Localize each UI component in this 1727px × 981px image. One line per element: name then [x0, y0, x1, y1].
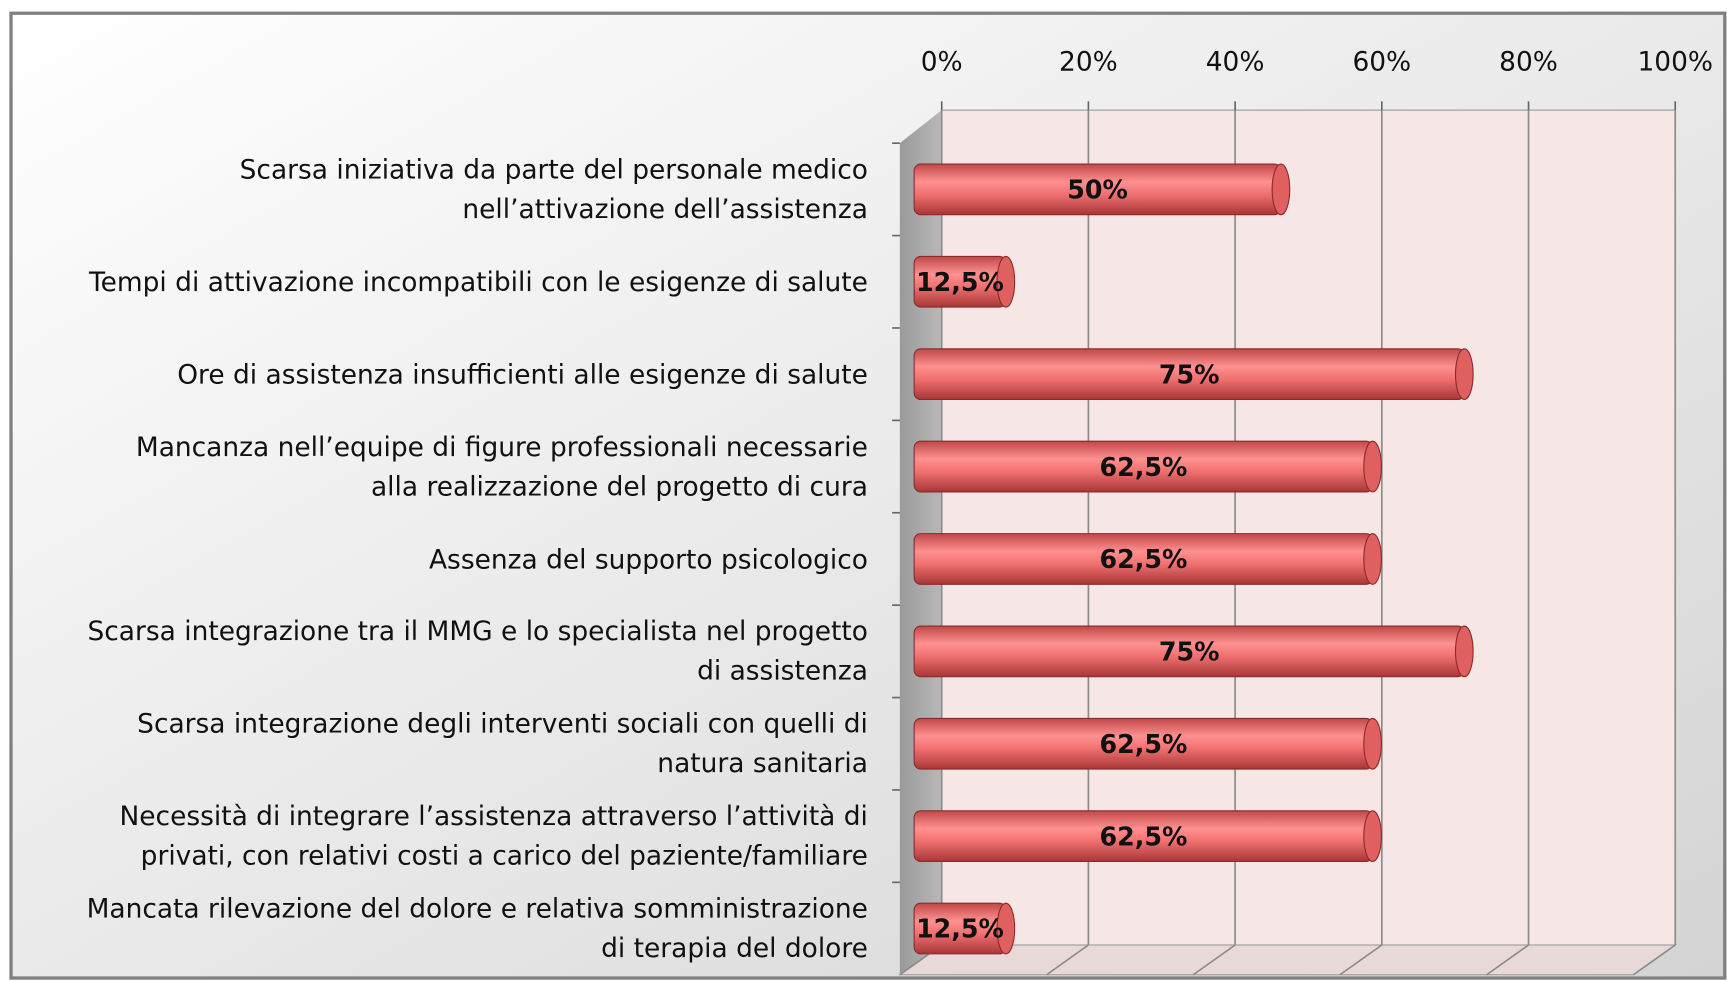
- category-label: Scarsa iniziativa da parte del personale…: [239, 154, 868, 225]
- value-label: 75%: [1159, 359, 1220, 389]
- bar-cap: [1454, 625, 1474, 678]
- floor-grid-line: [1632, 944, 1676, 976]
- category-label-box: Mancanza nell’equipe di figure professio…: [135, 431, 868, 502]
- floor-grid-line: [1486, 944, 1530, 976]
- x-tick-label: 80%: [1499, 46, 1558, 77]
- value-label: 12,5%: [916, 914, 1004, 944]
- category-label: Tempi di attivazione incompatibili con l…: [88, 266, 868, 298]
- bar-cap: [996, 902, 1016, 955]
- floor-grid-line: [1339, 944, 1383, 976]
- value-label: 75%: [1159, 637, 1220, 667]
- x-tick-label: 0%: [921, 46, 963, 77]
- value-label: 62,5%: [1099, 452, 1187, 482]
- category-label: Mancata rilevazione del dolore e relativ…: [86, 893, 868, 964]
- bar-cap: [996, 255, 1016, 308]
- category-label-box: Mancata rilevazione del dolore e relativ…: [86, 893, 868, 964]
- floor-grid-line: [1192, 944, 1236, 976]
- category-label: Ore di assistenza insufficienti alle esi…: [177, 358, 868, 390]
- category-label: Scarsa integrazione degli interventi soc…: [137, 708, 868, 779]
- value-label: 62,5%: [1099, 821, 1187, 851]
- category-label: Assenza del supporto psicologico: [428, 543, 868, 575]
- category-label: Necessità di integrare l’assistenza attr…: [119, 800, 868, 872]
- value-label: 62,5%: [1099, 729, 1187, 759]
- category-label-box: Scarsa integrazione tra il MMG e lo spec…: [87, 616, 868, 687]
- bar-cap: [1363, 533, 1382, 585]
- floor-grid-line: [1046, 944, 1089, 976]
- floor: [898, 944, 1677, 976]
- bar-cap: [1363, 440, 1382, 493]
- category-label: Scarsa integrazione tra il MMG e lo spec…: [87, 616, 868, 687]
- back-wall: [941, 109, 1676, 946]
- bar-cap: [1363, 810, 1382, 863]
- category-label-box: Scarsa iniziativa da parte del personale…: [239, 154, 868, 225]
- category-label-box: Scarsa integrazione degli interventi soc…: [137, 708, 868, 779]
- bar-cap: [1454, 348, 1474, 401]
- value-label: 50%: [1067, 175, 1128, 205]
- value-label: 62,5%: [1099, 544, 1187, 574]
- category-label-box: Necessità di integrare l’assistenza attr…: [119, 800, 868, 872]
- chart-body: 0% 20% 40% 60% 80% 100% Scarsa iniziativa da p…: [9, 11, 1727, 980]
- x-tick-label: 100%: [1637, 46, 1713, 77]
- category-label: Mancanza nell’equipe di figure professio…: [135, 431, 868, 502]
- category-label-box: Tempi di attivazione incompatibili con l…: [88, 266, 868, 298]
- category-label-box: Assenza del supporto psicologico: [428, 543, 868, 575]
- bar-cap: [1363, 717, 1382, 770]
- value-label: 12,5%: [916, 267, 1004, 297]
- bar-cap: [1271, 163, 1291, 216]
- x-tick-label: 40%: [1206, 46, 1265, 77]
- category-label-box: Ore di assistenza insufficienti alle esi…: [177, 358, 868, 390]
- x-tick-label: 20%: [1059, 46, 1118, 77]
- x-tick-label: 60%: [1352, 46, 1411, 77]
